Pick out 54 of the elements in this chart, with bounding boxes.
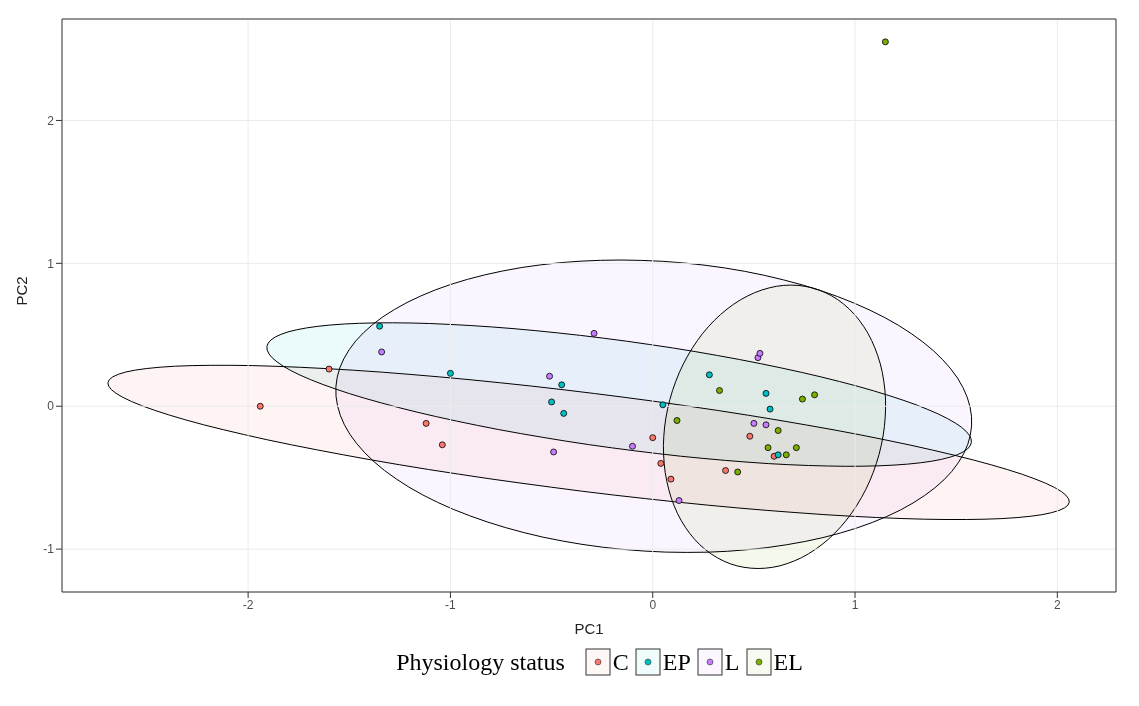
y-tick-label: 2 (47, 113, 55, 128)
point (716, 387, 723, 394)
point (750, 419, 758, 427)
point (325, 365, 333, 373)
point (629, 442, 636, 450)
y-tick-label: -1 (43, 542, 55, 557)
point (762, 389, 770, 397)
point (667, 475, 675, 483)
legend-title: Physiology status (396, 648, 565, 676)
y-axis-title: PC2 (13, 276, 31, 306)
x-tick-label: 2 (1053, 597, 1061, 612)
point (675, 497, 683, 504)
x-axis-title: PC1 (574, 620, 604, 637)
point (560, 409, 568, 417)
point (764, 444, 772, 452)
y-tick-label: 1 (47, 256, 55, 271)
legend-label: C (612, 648, 629, 676)
point (548, 398, 555, 406)
point (782, 451, 790, 459)
point (378, 348, 386, 356)
point (756, 349, 764, 357)
point (799, 395, 806, 403)
point (881, 38, 889, 46)
point (762, 421, 770, 429)
point (792, 444, 800, 452)
point (256, 402, 264, 410)
point (774, 451, 782, 459)
point (438, 441, 446, 449)
point (558, 381, 566, 389)
point (746, 432, 754, 440)
point (376, 322, 384, 330)
legend-label: L (724, 648, 740, 676)
x-tick-label: -2 (242, 597, 254, 612)
point (657, 460, 665, 467)
point (546, 372, 553, 380)
point (649, 434, 657, 442)
point (705, 371, 713, 379)
point (766, 405, 774, 413)
point (734, 468, 742, 476)
point (447, 369, 454, 377)
point (811, 391, 818, 399)
x-tick-label: -1 (445, 597, 457, 612)
point (722, 467, 729, 474)
y-tick-label: 0 (47, 399, 55, 414)
point (774, 427, 782, 434)
legend-label: EP (662, 648, 691, 676)
point (590, 329, 598, 337)
legend-label: EL (773, 648, 803, 676)
point (659, 401, 667, 409)
point (550, 448, 557, 456)
x-tick-label: 1 (851, 597, 859, 612)
point (673, 417, 681, 424)
point (422, 419, 430, 427)
x-tick-label: 0 (649, 597, 657, 612)
